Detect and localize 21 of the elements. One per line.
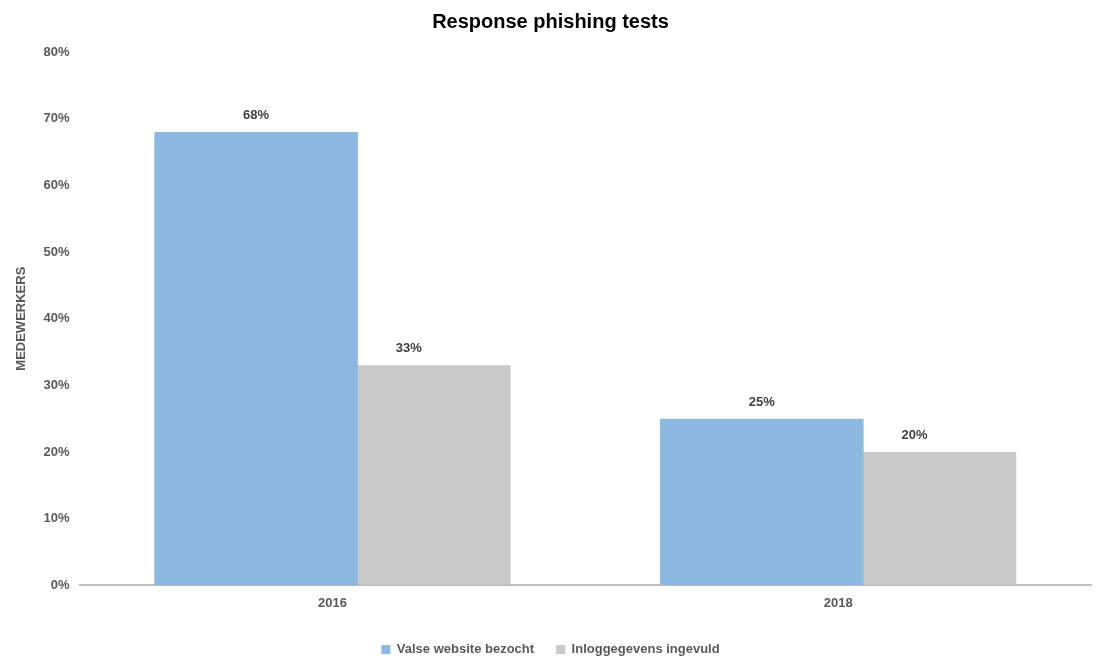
y-tick-label: 20% [43,443,71,459]
y-tick-label: 70% [43,110,71,126]
data-label: 33% [395,340,423,356]
legend-label: Valse website bezocht [396,641,535,657]
y-tick-label: 40% [43,310,71,326]
y-tick-label: 30% [43,376,71,392]
y-tick-label: 60% [43,176,71,192]
x-tick-label: 2016 [318,594,347,610]
y-tick-label: 80% [43,43,71,59]
bar [660,418,864,586]
data-label: 25% [748,393,776,409]
y-tick-label: 10% [43,510,71,526]
y-axis-title: MEDEWERKERS [13,266,29,371]
chart-title: Response phishing tests [432,9,669,32]
data-label: 20% [901,427,928,443]
y-tick-label: 0% [50,576,71,592]
data-label: 68% [243,107,270,123]
legend-label: Inloggegevens ingevuld [571,641,720,657]
bar [154,132,358,586]
x-tick-label: 2018 [823,594,853,610]
y-tick-label: 50% [43,243,71,259]
